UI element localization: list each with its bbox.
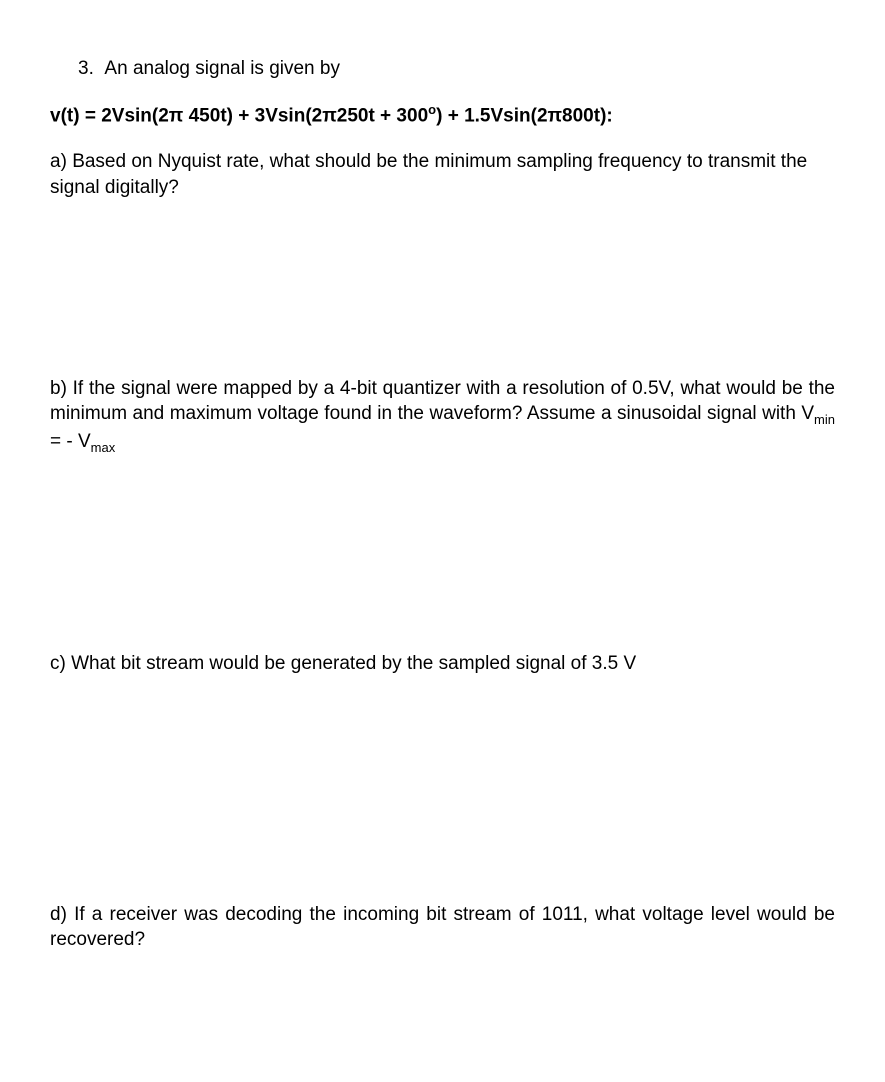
part-c-text: What bit stream would be generated by th…: [71, 653, 636, 674]
part-c-label: c): [50, 653, 66, 674]
part-a-text: Based on Nyquist rate, what should be th…: [50, 151, 807, 198]
part-b-label: b): [50, 378, 67, 399]
equation: v(t) = 2Vsin(2π 450t) + 3Vsin(2π250t + 3…: [50, 102, 835, 127]
part-b-text-mid: = - V: [50, 431, 91, 452]
part-a: a) Based on Nyquist rate, what should be…: [50, 149, 835, 200]
part-b-sub2: max: [91, 439, 116, 454]
part-a-label: a): [50, 151, 67, 172]
part-b-sub1: min: [814, 412, 835, 427]
part-d-text: If a receiver was decoding the incoming …: [50, 904, 835, 951]
question-intro-text: An analog signal is given by: [104, 58, 340, 79]
question-number: 3.: [78, 58, 94, 79]
part-d: d) If a receiver was decoding the incomi…: [50, 902, 835, 953]
part-c: c) What bit stream would be generated by…: [50, 651, 835, 677]
part-b-text-1: If the signal were mapped by a 4-bit qua…: [50, 378, 835, 425]
question-intro: 3. An analog signal is given by: [50, 58, 835, 80]
part-d-label: d): [50, 904, 67, 925]
part-b: b) If the signal were mapped by a 4-bit …: [50, 376, 835, 456]
